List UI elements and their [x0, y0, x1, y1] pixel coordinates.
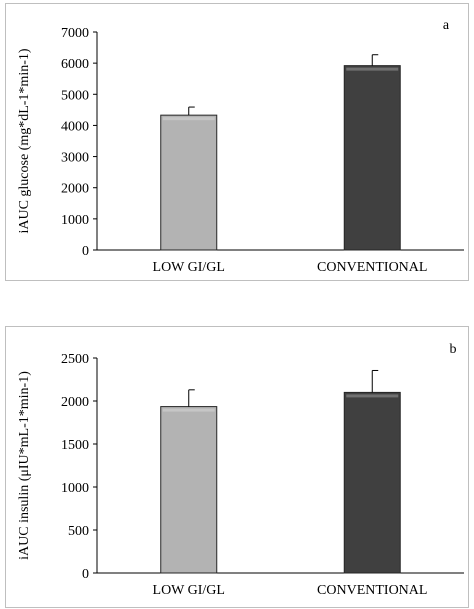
bar-highlight [162, 408, 215, 412]
y-tick-label: 7000 [61, 26, 89, 41]
y-axis-label: iAUC insulin (μIU*mL-1*min-1) [17, 371, 32, 560]
y-tick-label: 0 [82, 244, 89, 259]
bar [160, 406, 218, 574]
panel-label: b [450, 342, 457, 357]
x-tick-label: LOW GI/GL [153, 260, 225, 275]
chart-panel-b: 0 500 1000 1500 2000 2500 LOW GI/GL CONVENTIONA… [5, 326, 469, 608]
y-tick-label: 1500 [61, 438, 89, 453]
y-tick-label: 0 [82, 567, 89, 582]
y-tick-label: 2000 [61, 182, 89, 197]
y-tick-label: 2500 [61, 352, 89, 367]
y-tick-label: 2000 [61, 395, 89, 410]
y-tick-label: 6000 [61, 57, 89, 72]
chart-panel-a: 0 1000 2000 3000 4000 5000 6000 7000 LOW GI/GL CO… [5, 3, 469, 281]
x-tick-label: CONVENTIONAL [317, 583, 427, 598]
bar-highlight [162, 117, 215, 121]
glucose-chart: 0 1000 2000 3000 4000 5000 6000 7000 LOW GI/GL CO… [17, 18, 464, 275]
x-tick-label: CONVENTIONAL [317, 260, 427, 275]
bar [343, 391, 401, 574]
bar-highlight [346, 67, 399, 71]
y-tick-label: 5000 [61, 88, 89, 103]
y-tick-label: 1000 [61, 213, 89, 228]
y-tick-label: 4000 [61, 119, 89, 134]
y-tick-label: 500 [68, 524, 89, 539]
y-axis-label: iAUC glucose (mg*dL-1*min-1) [17, 48, 32, 233]
bar [160, 114, 218, 251]
bar-highlight [346, 394, 399, 398]
panel-label: a [443, 18, 450, 33]
y-tick-label: 3000 [61, 151, 89, 166]
bar [343, 65, 401, 251]
insulin-chart: 0 500 1000 1500 2000 2500 LOW GI/GL CONVENTIONA… [17, 342, 464, 598]
x-tick-label: LOW GI/GL [153, 583, 225, 598]
y-tick-label: 1000 [61, 481, 89, 496]
